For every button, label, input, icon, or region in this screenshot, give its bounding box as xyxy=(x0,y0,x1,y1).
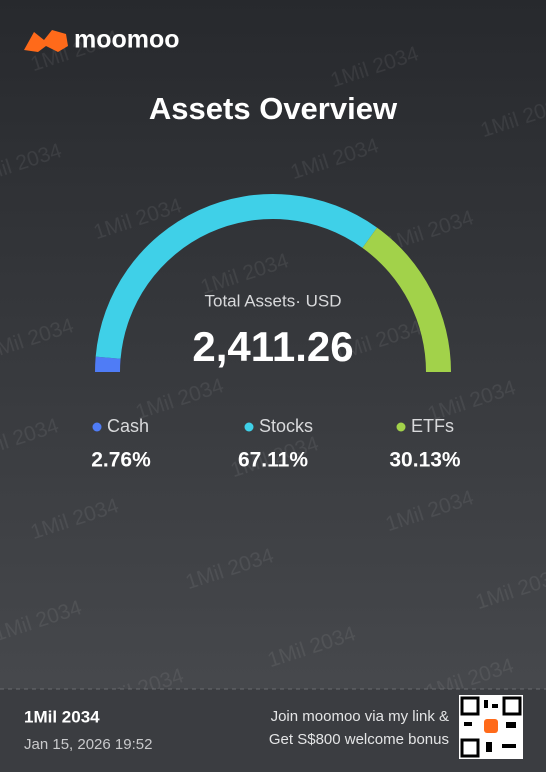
legend-dot xyxy=(92,422,102,432)
promo-line2: Get S$800 welcome bonus xyxy=(269,731,449,748)
qr-code xyxy=(459,695,523,759)
legend-dot xyxy=(396,422,406,432)
center-label: Total Assets· USD xyxy=(205,291,342,310)
legend-label: Cash xyxy=(107,416,149,436)
gauge-segment xyxy=(95,356,121,372)
title: Assets Overview xyxy=(149,91,398,126)
gauge xyxy=(95,194,451,372)
value-label: 2.76% xyxy=(91,449,151,472)
gauge-segment xyxy=(362,227,451,372)
qr-module xyxy=(486,742,492,752)
qr-module xyxy=(464,722,472,726)
legend: Cash 2.76% Stocks 67.11% ETFs 30.13% xyxy=(91,416,461,472)
qr-module xyxy=(492,704,498,708)
footer-user: 1Mil 2034 xyxy=(24,707,100,726)
promo-line1: Join moomoo via my link & xyxy=(271,708,449,725)
gauge-segment xyxy=(95,194,378,359)
qr-finder xyxy=(460,738,480,758)
center-value: 2,411.26 xyxy=(192,323,353,370)
qr-module xyxy=(484,700,488,708)
legend-label: Stocks xyxy=(259,416,313,436)
value-label: 67.11% xyxy=(238,449,308,472)
qr-finder xyxy=(460,696,480,716)
qr-module xyxy=(506,722,516,728)
logo: moomoo xyxy=(24,26,180,54)
logo-icon xyxy=(24,30,68,52)
brand: moomoo xyxy=(74,26,180,54)
qr-logo xyxy=(484,719,498,733)
legend-label: ETFs xyxy=(411,416,454,436)
qr-finder xyxy=(502,696,522,716)
qr-module xyxy=(502,744,516,748)
footer-datetime: Jan 15, 2026 19:52 xyxy=(24,736,152,753)
footer-bg xyxy=(0,689,546,772)
value-label: 30.13% xyxy=(389,449,461,472)
legend-dot xyxy=(244,422,254,432)
